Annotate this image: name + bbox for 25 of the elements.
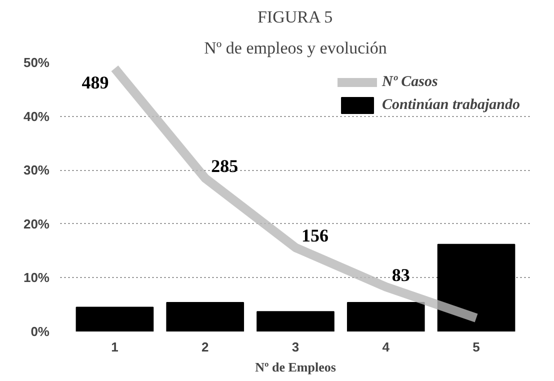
y-tick-label: 50% [23, 55, 50, 70]
y-tick-label: 30% [23, 162, 50, 178]
x-tick-label: 5 [472, 340, 480, 354]
legend-label: Continúan trabajando [382, 96, 520, 114]
x-tick-label: 2 [202, 340, 209, 354]
x-tick-label: 3 [292, 340, 300, 354]
chart-subtitle: Nº de empleos y evolución [204, 38, 388, 58]
y-tick-label: 20% [23, 216, 50, 232]
legend-label: Nº Casos [382, 74, 438, 90]
bar [256, 311, 334, 332]
bar [166, 302, 244, 332]
y-tick-label: 40% [23, 108, 50, 124]
annotation: 489 [82, 72, 109, 92]
chart-title: FIGURA 5 [257, 8, 333, 26]
annotation: 285 [211, 156, 238, 176]
x-tick-label: 1 [111, 340, 118, 354]
bar [437, 244, 516, 332]
bar [76, 306, 154, 332]
bar [346, 302, 425, 332]
x-tick-label: 4 [382, 340, 390, 354]
annotation: 83 [392, 264, 410, 285]
y-tick-label: 10% [23, 270, 50, 286]
annotation: 156 [302, 226, 328, 246]
y-tick-label: 0% [30, 324, 50, 339]
x-axis-title: Nº de Empleos [255, 360, 336, 374]
